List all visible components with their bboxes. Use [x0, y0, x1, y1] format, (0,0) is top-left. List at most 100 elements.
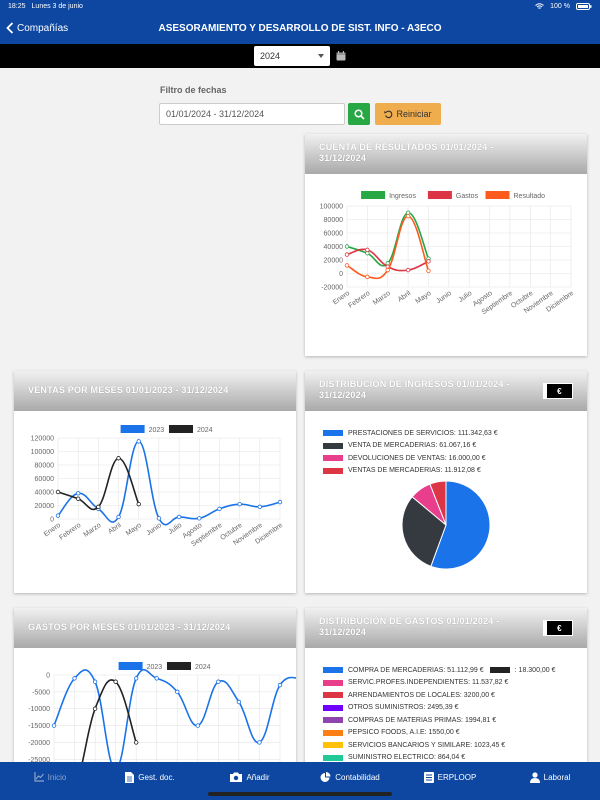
tab-contabilidad[interactable]: Contabilidad [300, 772, 400, 783]
y-tick-label: 20000 [35, 503, 55, 510]
y-tick-label: -25000 [28, 757, 50, 764]
data-point [72, 676, 77, 681]
tab-anadir[interactable]: Añadir [200, 772, 300, 782]
legend-swatch [323, 442, 343, 449]
data-point [277, 682, 283, 688]
x-tick-label: Marzo [372, 290, 392, 307]
data-point [156, 516, 162, 521]
data-point [237, 501, 242, 507]
data-point [75, 496, 81, 501]
legend-row: PEPSICO FOODS, A.I.E: 1550,00 € [323, 727, 556, 740]
pie-slice [401, 496, 447, 567]
year-select[interactable]: 2024 [254, 46, 330, 66]
ingresos-card-header: DISTRIBUCIÓN DE INGRESOS 01/01/2024 - 31… [305, 371, 587, 411]
y-tick-label: 40000 [35, 490, 55, 497]
gastos-meses-card: GASTOS POR MESES 01/01/2023 - 31/12/2024… [14, 608, 296, 768]
status-date: Lunes 3 de junio [31, 2, 83, 10]
data-point [365, 247, 370, 253]
back-button[interactable]: Compañías [6, 22, 68, 34]
status-bar: 18:25 Lunes 3 de junio 100 % [0, 0, 600, 12]
date-range-input[interactable]: 01/01/2024 - 31/12/2024 [159, 103, 345, 125]
legend-label-2024: 2024 [197, 427, 213, 434]
legend-swatch-gastos [427, 191, 452, 199]
calendar-icon[interactable] [336, 51, 346, 61]
legend-swatch [323, 455, 343, 462]
legend-swatch [489, 667, 510, 674]
data-point [405, 267, 411, 273]
pie-slice [411, 483, 447, 526]
tab-inicio[interactable]: Inicio [0, 772, 100, 782]
ventas-chart: 2023 2024 120000 100000 80000 60000 40000 20000… [31, 425, 284, 548]
data-point [257, 740, 262, 745]
legend-swatch-resultado [485, 191, 510, 199]
gastos-dist-title-line1: DISTRIBUCIÓN DE GASTOS 01/01/2024 - [319, 616, 500, 626]
gastos-dist-card: DISTRIBUCIÓN DE GASTOS 01/01/2024 - 31/1… [305, 608, 587, 768]
legend-label: DEVOLUCIONES DE VENTAS: 16.000,00 € [348, 454, 486, 462]
year-select-value: 2024 [260, 51, 281, 61]
resultados-card: CUENTA DE RESULTADOS 01/01/2024 - 31/12/… [305, 134, 587, 356]
data-point [344, 252, 350, 257]
x-tick-label: Febrero [347, 290, 371, 310]
chevron-left-icon [6, 22, 14, 34]
reset-button[interactable]: Reiniciar [375, 103, 441, 125]
tab-gest-doc-label: Gest. doc. [138, 773, 175, 782]
legend-label: VENTAS DE MERCADERIAS: 11.912,08 € [348, 467, 481, 475]
ingresos-card: DISTRIBUCIÓN DE INGRESOS 01/01/2024 - 31… [305, 371, 587, 593]
data-point [236, 699, 242, 705]
document-icon [125, 772, 135, 783]
search-button[interactable] [348, 103, 370, 125]
battery-icon [576, 2, 592, 10]
tab-gest-doc[interactable]: Gest. doc. [100, 772, 200, 783]
y-tick-label: -10000 [28, 706, 50, 713]
home-indicator [208, 792, 392, 796]
tab-laboral[interactable]: Laboral [500, 772, 600, 783]
gastos-meses-title: GASTOS POR MESES 01/01/2023 - 31/12/2024 [28, 622, 231, 632]
legend-swatch [323, 430, 343, 437]
legend-label: SERVIC.PROFES.INDEPENDIENTES: 11.537,82 … [348, 679, 509, 687]
y-tick-label: -5000 [32, 689, 50, 696]
y-tick-label: 60000 [324, 231, 344, 238]
data-point [344, 263, 350, 268]
legend-row: SERVICIOS BANCARIOS Y SIMILARE: 1023,45 … [323, 739, 556, 752]
ingresos-title-line2: 31/12/2024 [319, 390, 367, 400]
legend-label: : 18.300,00 € [514, 666, 556, 674]
gastos-currency-toggle[interactable]: € [543, 620, 573, 636]
data-point [55, 489, 61, 495]
gastos-dist-card-header: DISTRIBUCIÓN DE GASTOS 01/01/2024 - 31/1… [305, 608, 587, 648]
y-tick-label: 120000 [31, 436, 54, 443]
data-point [257, 504, 263, 510]
legend-row: VENTA DE MERCADERIAS: 61.067,16 € [323, 440, 498, 453]
data-point [92, 706, 98, 711]
legend-row: COMPRA DE MERCADERIAS: 51.112,99 € : 18.3… [323, 664, 556, 677]
data-point [217, 506, 222, 512]
data-point [426, 268, 431, 273]
ingresos-currency-toggle[interactable]: € [543, 383, 573, 399]
legend-row: ARRENDAMIENTOS DE LOCALES: 3200,00 € [323, 689, 556, 702]
legend-swatch [323, 729, 343, 736]
legend-label: COMPRA DE MERCADERIAS: 51.112,99 € [348, 666, 484, 674]
legend-swatch-2024 [167, 662, 191, 670]
wifi-icon [535, 2, 544, 9]
legend-label-ingresos: Ingresos [389, 193, 416, 200]
data-point [92, 679, 98, 684]
legend-row: VENTAS DE MERCADERIAS: 11.912,08 € [323, 465, 498, 478]
x-tick-label: Junio [145, 522, 163, 537]
x-tick-label: Marzo [83, 522, 103, 539]
legend-label: SERVICIOS BANCARIOS Y SIMILARE: 1023,45 … [348, 741, 506, 749]
status-time: 18:25 [8, 2, 26, 10]
y-tick-label: 80000 [324, 217, 344, 224]
y-tick-label: 0 [46, 673, 50, 680]
legend-label: OTROS SUMINISTROS: 2495,39 € [348, 704, 459, 712]
legend-row: SERVIC.PROFES.INDEPENDIENTES: 11.537,82 … [323, 677, 556, 690]
caret-down-icon [318, 54, 324, 58]
data-point [216, 679, 221, 684]
resultados-title-line1: CUENTA DE RESULTADOS 01/01/2024 - [319, 142, 494, 152]
tab-erploop[interactable]: ERPLOOP [400, 772, 500, 783]
ventas-card-header: VENTAS POR MESES 01/01/2023 - 31/12/2024 [14, 371, 296, 411]
legend-label-2023: 2023 [149, 427, 165, 434]
y-tick-label: 100000 [320, 204, 343, 211]
nav-bar: Compañías ASESORAMIENTO Y DESARROLLO DE … [0, 12, 600, 44]
pie-slice [430, 480, 491, 570]
data-point [385, 267, 390, 273]
legend-row: COMPRAS DE MATERIAS PRIMAS: 1994,81 € [323, 714, 556, 727]
